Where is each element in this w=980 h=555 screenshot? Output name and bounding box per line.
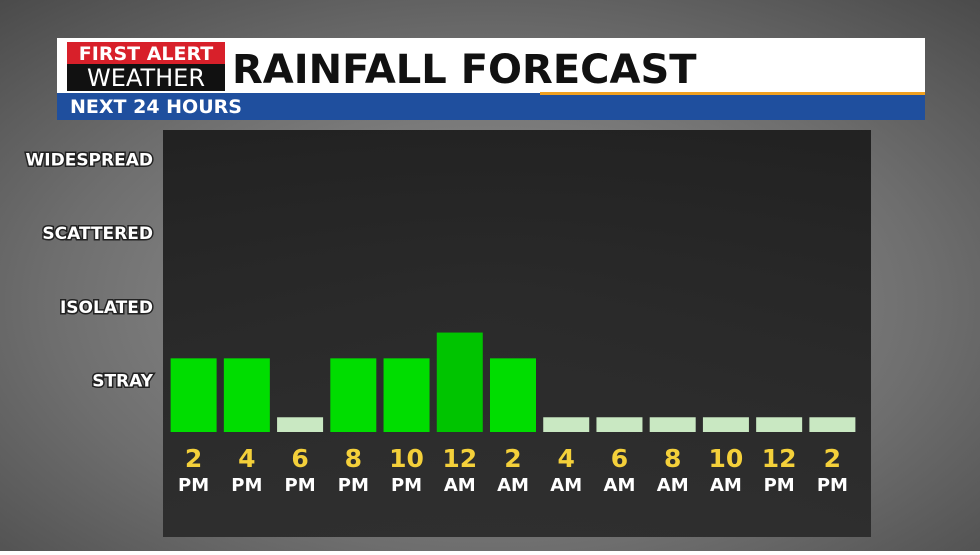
x-tick-period: AM: [444, 475, 476, 496]
bar: [170, 358, 217, 432]
x-tick-period: PM: [338, 475, 369, 496]
x-tick-label: 8: [345, 444, 362, 473]
y-tick-label: STRAY: [92, 371, 153, 391]
x-tick-label: 12: [442, 444, 477, 473]
x-tick-period: PM: [391, 475, 422, 496]
y-tick-label: ISOLATED: [60, 298, 153, 318]
x-tick-period: PM: [178, 475, 209, 496]
brand-bottom-box: [67, 64, 225, 91]
bar: [490, 358, 536, 432]
y-tick-label: SCATTERED: [42, 224, 153, 244]
x-tick-label: 8: [664, 444, 681, 473]
brand-top: FIRST ALERT: [79, 43, 214, 65]
bar: [277, 417, 324, 432]
bar: [809, 417, 856, 432]
bar: [543, 417, 590, 432]
x-tick-period: PM: [764, 475, 795, 496]
x-tick-label: 10: [389, 444, 424, 473]
bar: [383, 358, 430, 432]
subtitle: NEXT 24 HOURS: [70, 96, 242, 118]
bar: [436, 332, 483, 432]
x-tick-label: 2: [185, 444, 202, 473]
x-tick-period: AM: [604, 475, 636, 496]
bar: [330, 358, 377, 432]
x-tick-label: 2: [504, 444, 521, 473]
x-tick-label: 10: [709, 444, 744, 473]
x-tick-label: 6: [611, 444, 628, 473]
bar: [756, 417, 803, 432]
x-tick-label: 4: [238, 444, 255, 473]
title: RAINFALL FORECAST: [232, 47, 697, 93]
x-tick-period: AM: [497, 475, 529, 496]
accent-line: [540, 92, 925, 95]
plot-panel: [163, 130, 871, 537]
x-tick-period: PM: [285, 475, 316, 496]
x-tick-label: 12: [762, 444, 797, 473]
y-tick-label: WIDESPREAD: [26, 150, 153, 170]
brand-bottom: WEATHER: [87, 64, 205, 92]
x-tick-period: PM: [231, 475, 262, 496]
x-tick-label: 2: [824, 444, 841, 473]
subtitle-bar: [57, 93, 925, 120]
x-tick-label: 6: [291, 444, 308, 473]
bar: [649, 417, 696, 432]
bar: [596, 417, 643, 432]
x-tick-period: AM: [657, 475, 689, 496]
bar: [223, 358, 270, 432]
x-tick-label: 4: [558, 444, 575, 473]
x-tick-period: PM: [817, 475, 848, 496]
x-tick-period: AM: [550, 475, 582, 496]
x-tick-period: AM: [710, 475, 742, 496]
bar: [702, 417, 749, 432]
brand-top-box: [67, 42, 225, 64]
